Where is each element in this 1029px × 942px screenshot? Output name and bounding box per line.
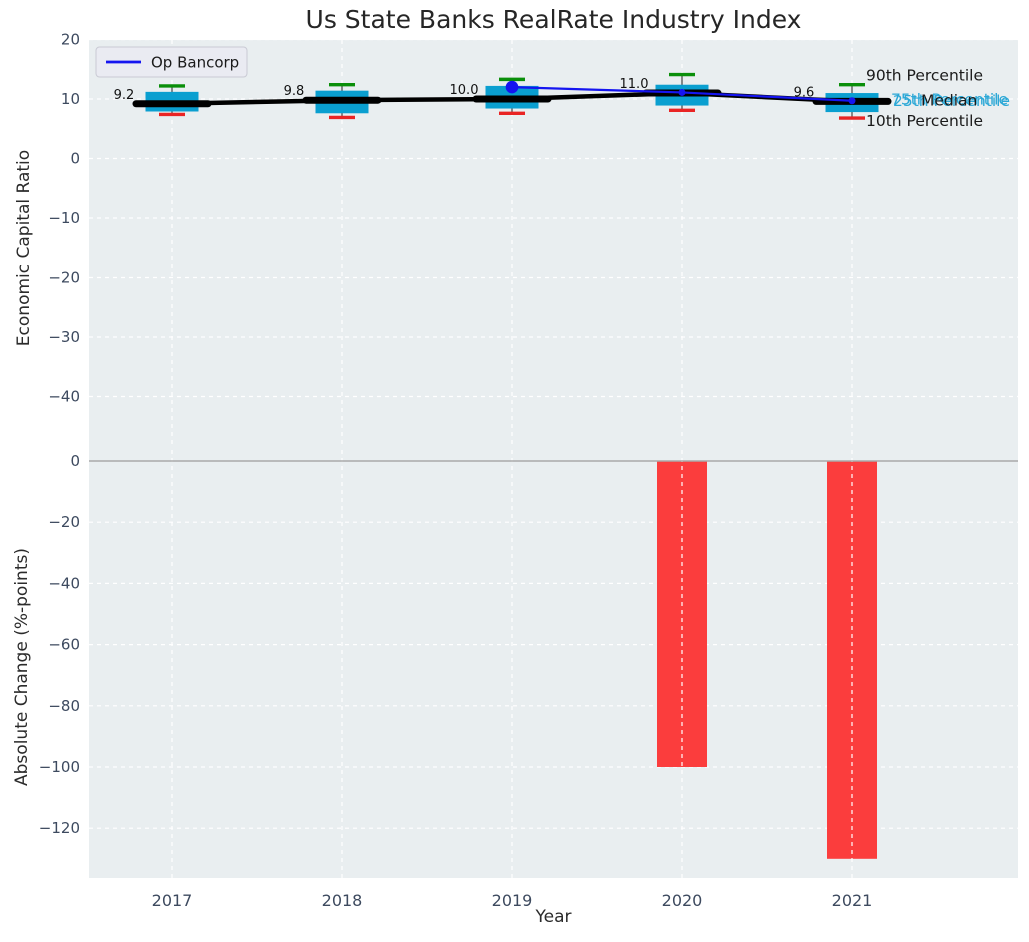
ytick-bottom-−120: −120	[39, 819, 80, 837]
p25-annotation-label: 25th Percentile	[893, 92, 1010, 110]
op-bancorp-point-2020	[678, 88, 686, 96]
p10-annotation-label: 10th Percentile	[866, 112, 983, 130]
ytick-top-0: 0	[70, 150, 80, 168]
op-bancorp-point-2021	[848, 97, 856, 105]
ytick-top-−40: −40	[48, 388, 80, 406]
median-value-label-2017: 9.2	[114, 88, 135, 103]
bottom-y-axis-label: Absolute Change (%-points)	[12, 548, 32, 786]
p90-annotation-label: 90th Percentile	[866, 67, 983, 85]
chart-title: Us State Banks RealRate Industry Index	[305, 5, 802, 34]
ytick-bottom-−80: −80	[48, 697, 80, 715]
ytick-bottom-−60: −60	[48, 636, 80, 654]
median-annotation-label: Median	[921, 91, 977, 109]
xtick-2018: 2018	[322, 891, 363, 910]
ytick-bottom-−20: −20	[48, 513, 80, 531]
x-axis-label: Year	[535, 907, 572, 927]
ytick-top-10: 10	[61, 90, 80, 108]
median-value-label-2020: 11.0	[620, 77, 649, 92]
ytick-bottom-−100: −100	[39, 758, 80, 776]
ytick-top-−10: −10	[48, 209, 80, 227]
ytick-top-−30: −30	[48, 328, 80, 346]
median-value-label-2019: 10.0	[450, 83, 479, 98]
xtick-2020: 2020	[662, 891, 703, 910]
top-y-axis-label: Economic Capital Ratio	[14, 149, 34, 347]
ytick-top-20: 20	[61, 31, 80, 49]
xtick-2019: 2019	[492, 891, 533, 910]
median-value-label-2018: 9.8	[284, 84, 305, 99]
xtick-2017: 2017	[152, 891, 193, 910]
ytick-top-−20: −20	[48, 269, 80, 287]
ytick-bottom-−40: −40	[48, 574, 80, 592]
legend-label: Op Bancorp	[151, 54, 239, 72]
plot-panel	[89, 40, 1018, 878]
p75-annotation-label: 75th Percentile	[891, 90, 1008, 108]
median-value-label-2021: 9.6	[794, 85, 815, 100]
legend-box	[95, 46, 248, 78]
xtick-2021: 2021	[832, 891, 873, 910]
op-bancorp-point-2019	[505, 80, 519, 94]
ytick-bottom-0: 0	[70, 452, 80, 470]
